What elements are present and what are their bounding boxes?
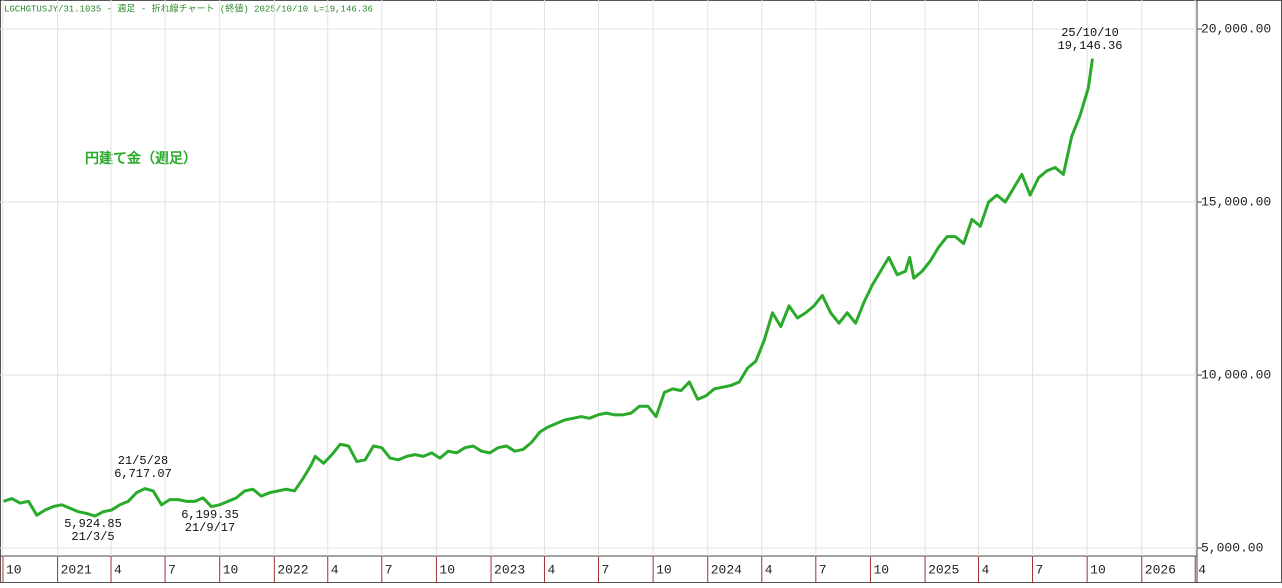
x-tick-label: 7 — [168, 562, 176, 577]
annotation: 5,924.85 — [64, 517, 122, 531]
annotation: 21/5/28 — [118, 454, 168, 468]
x-tick-label: 4 — [114, 562, 122, 577]
y-tick-label: 5,000.00 — [1201, 540, 1263, 555]
x-tick-label: 7 — [385, 562, 393, 577]
x-tick-label: 7 — [602, 562, 610, 577]
x-tick-label: 2022 — [277, 562, 308, 577]
x-tick-label: 10 — [873, 562, 889, 577]
x-tick-label: 4 — [331, 562, 339, 577]
x-tick-label: 2024 — [711, 562, 742, 577]
price-line — [3, 58, 1094, 518]
x-tick-label: 10 — [1090, 562, 1106, 577]
x-tick-label: 7 — [819, 562, 827, 577]
x-tick-label: 4 — [765, 562, 773, 577]
x-tick-label: 4 — [982, 562, 990, 577]
y-tick-label: 10,000.00 — [1201, 367, 1271, 382]
x-tick-label: 2021 — [61, 562, 92, 577]
annotation: 6,199.35 — [181, 508, 239, 522]
x-tick-label: 10 — [6, 562, 22, 577]
x-tick-label: 10 — [439, 562, 455, 577]
header: LGCHGTUSJY/31.1035 - 週足 - 折れ線チャート (終値) 2… — [4, 2, 373, 14]
annotation: 25/10/10 — [1061, 26, 1119, 40]
x-tick-label: 2023 — [494, 562, 525, 577]
annotation: 21/9/17 — [185, 521, 235, 535]
x-tick-label: 10 — [223, 562, 239, 577]
annotation: 19,146.36 — [1058, 39, 1123, 53]
annotation: 6,717.07 — [114, 467, 172, 481]
y-tick-label: 15,000.00 — [1201, 194, 1271, 209]
x-tick-label: 2026 — [1145, 562, 1176, 577]
x-tick-label: 2025 — [928, 562, 959, 577]
x-tick-label: 10 — [656, 562, 672, 577]
x-tick-label: 7 — [1036, 562, 1044, 577]
x-tick-label: 4 — [1198, 562, 1206, 577]
chart-title: 円建て金（週足） — [85, 150, 197, 167]
x-tick-label: 4 — [547, 562, 555, 577]
y-tick-label: 20,000.00 — [1201, 22, 1271, 37]
annotation: 21/3/5 — [71, 530, 114, 544]
